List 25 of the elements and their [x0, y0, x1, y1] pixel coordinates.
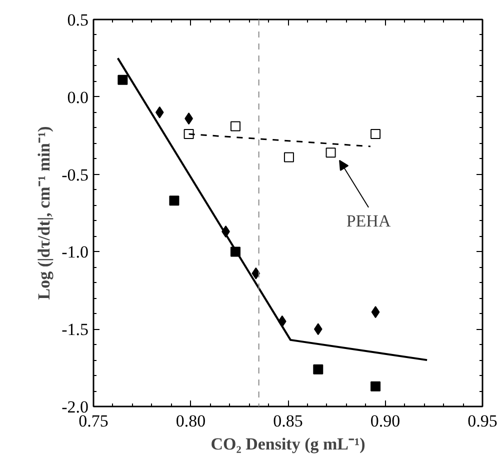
x-tick-label: 0.80 [176, 412, 206, 430]
y-tick-label: 0.0 [67, 88, 88, 107]
x-tick-label: 0.85 [273, 412, 303, 430]
x-tick-label: 0.95 [468, 412, 498, 430]
point [326, 148, 336, 158]
point [284, 152, 294, 162]
annotation: PEHA [346, 211, 392, 230]
point [184, 129, 194, 140]
point [230, 121, 240, 132]
y-tick-label: -0.5 [62, 165, 89, 184]
y-axis-title: Log (|dτ/dt|, cm⁻¹ min⁻¹) [34, 126, 54, 300]
point [314, 323, 322, 336]
x-axis-title: CO₂ Density (g mL⁻¹) [210, 434, 366, 454]
y-tick-label: 0.5 [67, 10, 88, 30]
point [370, 129, 381, 140]
point [155, 106, 164, 118]
point [169, 196, 180, 206]
y-tick-label: -1.5 [62, 320, 89, 340]
point [118, 74, 128, 85]
y-tick-label: -1.0 [62, 242, 89, 262]
point [370, 381, 381, 392]
point [313, 364, 324, 374]
point [371, 306, 380, 318]
point [252, 267, 260, 280]
x-tick-label: 0.90 [370, 412, 400, 430]
